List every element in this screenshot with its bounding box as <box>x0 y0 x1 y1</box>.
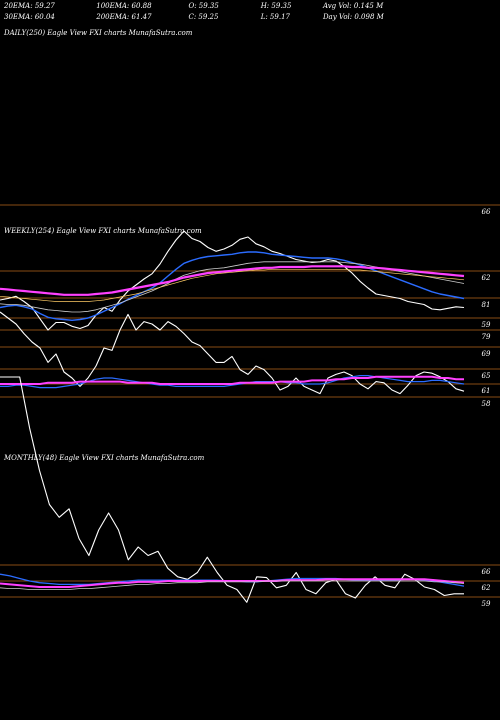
low-label: L: 59.17 <box>260 13 290 21</box>
level-label: 58 <box>482 400 491 408</box>
ema30-label: 30EMA: 60.04 <box>4 13 55 21</box>
weekly-ema-alt-line <box>0 268 465 302</box>
level-label: 79 <box>482 333 491 341</box>
header-row-1: 20EMA: 59.27 100EMA: 60.88 O: 59.35 H: 5… <box>4 2 383 10</box>
weekly-ema-long-line <box>0 265 465 296</box>
level-label: 61 <box>482 387 491 395</box>
panel-title: WEEKLY(254) Eagle View FXI charts Munafa… <box>4 227 202 235</box>
weekly-lower-ema-long-line <box>0 375 464 385</box>
level-label: 59 <box>482 321 491 329</box>
close-label: C: 59.25 <box>188 13 219 21</box>
level-label: 66 <box>482 208 491 216</box>
level-label: 69 <box>482 350 491 358</box>
header-row-2: 30EMA: 60.04 200EMA: 61.47 C: 59.25 L: 5… <box>4 13 384 21</box>
weekly-lower-ema-short-line <box>0 375 465 389</box>
level-label: 62 <box>482 274 491 282</box>
level-label: 81 <box>482 301 491 309</box>
monthly-ema-long-line <box>0 578 465 588</box>
panel-3: MONTHLY(48) Eagle View FXI charts Munafa… <box>0 376 500 608</box>
panel-title: DAILY(250) Eagle View FXI charts MunafaS… <box>3 29 193 37</box>
weekly-ema-short-line <box>0 251 465 321</box>
ema200-label: 200EMA: 61.47 <box>96 13 152 21</box>
ema20-label: 20EMA: 59.27 <box>4 2 55 10</box>
high-label: H: 59.35 <box>260 2 292 10</box>
ema100-label: 100EMA: 60.88 <box>96 2 152 10</box>
panel-title: MONTHLY(48) Eagle View FXI charts Munafa… <box>3 454 205 462</box>
weekly-price-line <box>0 230 465 331</box>
monthly-ema-mid-line <box>0 580 465 590</box>
panel-1: DAILY(250) Eagle View FXI charts MunafaS… <box>0 29 500 216</box>
level-label: 59 <box>482 600 491 608</box>
day-vol-label: Day Vol: 0.098 M <box>322 13 384 21</box>
level-label: 65 <box>482 372 491 380</box>
monthly-price-line <box>0 376 464 603</box>
panel-2: WEEKLY(254) Eagle View FXI charts Munafa… <box>0 227 500 408</box>
weekly-lower-price-line <box>0 311 465 395</box>
level-label: 66 <box>482 568 491 576</box>
level-label: 62 <box>482 584 491 592</box>
open-label: O: 59.35 <box>188 2 219 10</box>
avg-vol-label: Avg Vol: 0.145 M <box>322 2 384 10</box>
